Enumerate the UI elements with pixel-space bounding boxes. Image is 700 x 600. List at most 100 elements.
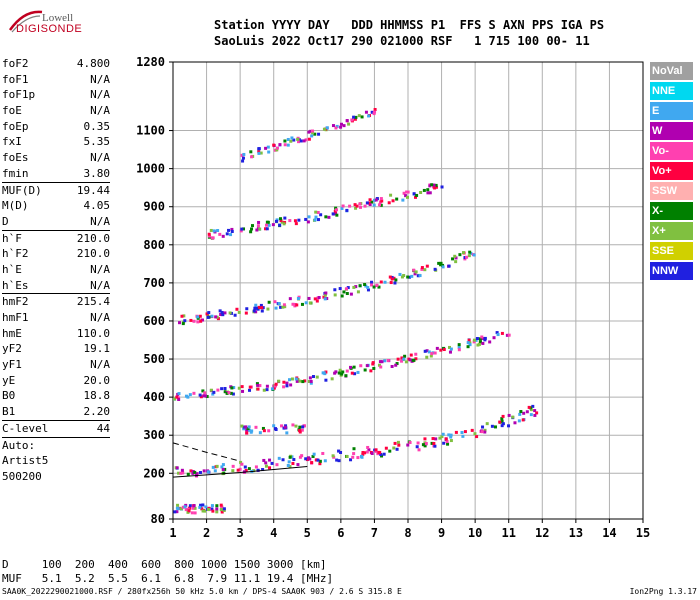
echo-point [337,459,341,463]
echo-point [210,504,214,508]
echo-point [280,220,284,224]
param-row: h`F 210.0 [2,231,110,247]
echo-point [433,351,437,355]
param-name: hmF1 [2,311,29,324]
echo-point [282,380,286,384]
echo-point [265,388,269,392]
echo-point [444,437,448,441]
echo-point [272,424,276,428]
echo-point [298,379,302,383]
echo-point [213,469,217,473]
echo-point [335,213,339,217]
echo-point [356,290,360,294]
echo-point [383,359,387,363]
echo-point [293,219,297,223]
echo-point [257,305,261,309]
echo-point [474,338,478,342]
echo-point [410,274,414,278]
echo-point [442,441,446,445]
echo-point [323,459,327,463]
echo-point [233,313,237,317]
legend-item: SSE [650,242,693,260]
param-name: B1 [2,405,16,419]
echo-point [193,511,197,515]
echo-point [389,193,393,197]
echo-point [395,362,399,366]
echo-point [388,275,392,279]
echo-point [287,378,291,382]
echo-point [317,295,321,299]
param-name: h`F2 [2,247,29,261]
echo-point [364,284,368,288]
echo-point [481,341,485,345]
x-tick-label: 13 [569,526,583,540]
echo-point [372,203,376,207]
echo-point [191,471,195,475]
echo-point [207,232,211,236]
echo-point [175,510,179,514]
logo-digisonde-text: DIGISONDE [16,23,83,35]
echo-point [208,234,212,238]
echo-point [379,452,383,456]
echo-point [380,199,384,203]
echo-point [245,307,249,311]
echo-point [447,264,451,268]
echo-point [403,354,407,358]
x-tick-label: 11 [501,526,515,540]
echo-point [384,446,388,450]
param-value: 215.4 [76,295,110,309]
echo-point [267,223,271,227]
echo-point [414,352,418,356]
echo-point [371,362,375,366]
param-row: D N/A [2,214,110,230]
echo-point [207,311,211,315]
echo-point [430,352,434,356]
echo-point [274,306,278,310]
echo-point [288,455,292,459]
echo-point [277,302,281,306]
echo-point [418,274,422,278]
echo-point [366,286,370,290]
echo-point [400,356,404,360]
echo-point [257,220,261,224]
echo-point [521,418,525,422]
y-tick-label: 300 [143,428,165,442]
echo-point [333,288,337,292]
echo-point [239,229,243,233]
param-separator [2,436,110,438]
echo-point [248,388,252,392]
echo-point [202,469,206,473]
echo-point [492,336,496,340]
echo-point [242,425,246,429]
echo-point [363,451,367,455]
param-value: N/A [90,151,110,165]
echo-point [431,437,435,441]
echo-point [322,127,326,131]
echo-point [256,387,260,391]
echo-point [313,297,317,301]
y-tick-label: 1100 [136,124,165,138]
echo-point [331,454,335,458]
echo-point [344,287,348,291]
echo-point [323,293,327,297]
echo-point [406,443,410,447]
echo-point [287,460,291,464]
echo-point [387,201,391,205]
echo-point [183,319,187,323]
echo-point [178,321,182,325]
param-row: fxI 5.35 [2,134,110,150]
echo-point [192,391,196,395]
echo-point [468,341,472,345]
echo-point [365,201,369,205]
echo-point [218,232,222,236]
param-name: foF2 [2,57,29,70]
param-name: foF1p [2,88,36,102]
echo-point [414,357,418,361]
echo-point [301,425,305,429]
param-name: hmF2 [2,295,29,309]
echo-point [480,430,484,434]
echo-point [310,134,314,138]
param-value: 4.05 [83,199,111,213]
echo-point [223,390,227,394]
echo-point [483,430,487,434]
